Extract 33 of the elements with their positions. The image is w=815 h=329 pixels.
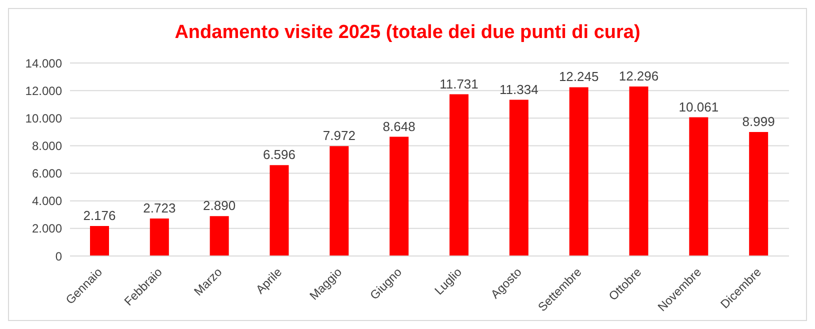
bar: [450, 94, 468, 256]
y-tick-label: 12.000: [25, 84, 62, 98]
bar: [270, 165, 289, 256]
data-label: 12.296: [618, 68, 659, 84]
y-tick-label: 10.000: [25, 111, 62, 126]
bar: [150, 218, 169, 256]
chart-title: Andamento visite 2025 (totale dei due punti di cura): [174, 22, 642, 45]
data-label: 12.245: [558, 69, 599, 84]
bar: [390, 136, 409, 256]
y-tick-label: 8.000: [32, 138, 62, 153]
bar: [569, 87, 588, 256]
y-tick-label: 2.000: [32, 222, 62, 236]
bar: [509, 100, 528, 256]
data-label: 11.334: [500, 82, 538, 97]
data-label: 2.890: [203, 198, 236, 214]
data-label: 8.999: [742, 114, 775, 129]
y-tick-label: 4.000: [32, 194, 62, 208]
data-label: 10.061: [678, 99, 719, 114]
bar: [210, 216, 229, 256]
bar: [689, 117, 708, 256]
y-tick-label: 6.000: [32, 166, 62, 181]
data-label: 7.972: [322, 128, 356, 144]
data-label: 2.176: [83, 208, 116, 223]
bar: [749, 132, 768, 256]
y-tick-label: 14.000: [25, 56, 62, 70]
data-label: 8.648: [382, 118, 416, 134]
bar: [629, 86, 648, 256]
y-tick-label: 0: [55, 249, 62, 264]
data-label: 2.723: [143, 200, 176, 216]
data-label: 11.731: [440, 76, 478, 92]
bar: [90, 226, 109, 256]
bar: [330, 146, 349, 256]
data-label: 6.596: [262, 147, 296, 162]
